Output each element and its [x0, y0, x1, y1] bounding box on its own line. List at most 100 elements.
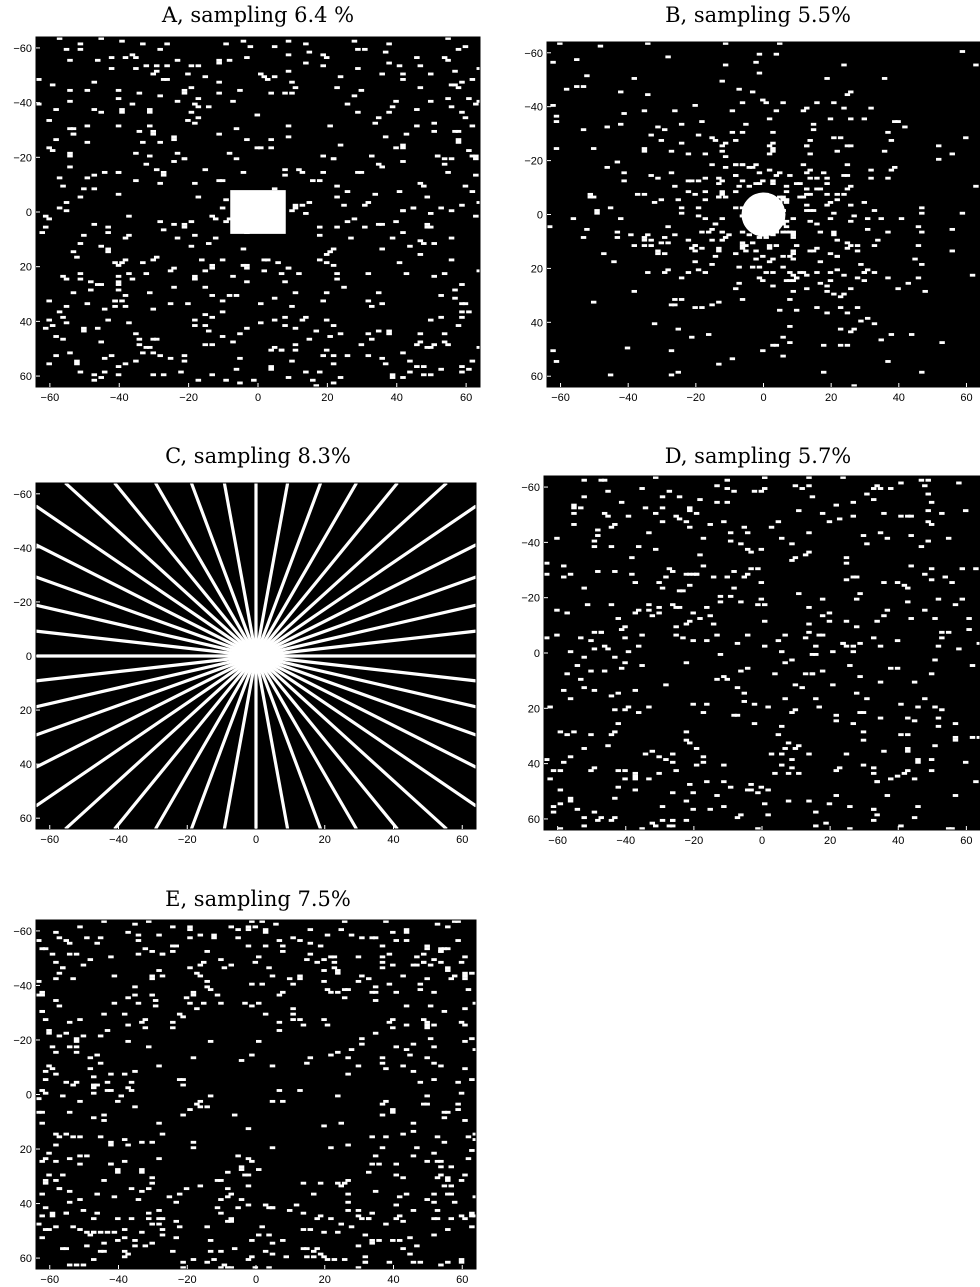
sampled-point	[115, 373, 122, 377]
sampled-point	[608, 733, 615, 737]
sampled-point	[766, 246, 773, 250]
sampled-point	[105, 318, 111, 322]
sampled-point	[604, 125, 610, 129]
sampled-point	[171, 285, 177, 289]
sampled-point	[335, 1094, 341, 1098]
sampled-point	[445, 1260, 451, 1264]
sampled-point	[591, 545, 598, 549]
sampled-point	[320, 154, 326, 158]
sampled-point	[49, 1045, 56, 1049]
sampled-point	[632, 771, 639, 775]
sampled-point	[60, 337, 66, 341]
sampled-point	[81, 329, 87, 333]
sampled-point	[70, 977, 76, 981]
panel-c-title: C, sampling 8.3%	[165, 444, 351, 468]
sampled-point	[417, 332, 424, 336]
sampled-point	[722, 63, 729, 67]
sampled-point	[441, 157, 448, 161]
x-tick-label: −20	[179, 392, 198, 404]
sampled-point	[337, 143, 344, 147]
sampled-point	[389, 105, 396, 109]
sampled-point	[462, 184, 469, 188]
sampled-point	[372, 121, 379, 125]
sampled-point	[673, 625, 679, 629]
sampled-point	[152, 999, 159, 1002]
sampled-point	[462, 977, 468, 981]
sampled-point	[376, 1162, 382, 1166]
sampled-point	[588, 733, 594, 737]
sampled-point	[240, 39, 247, 43]
sampled-point	[676, 589, 683, 593]
sampled-point	[699, 230, 705, 234]
sampled-point	[753, 249, 759, 253]
sampled-point	[780, 195, 786, 199]
sampled-point	[105, 225, 111, 229]
sampled-point	[746, 184, 752, 188]
y-tick-label: 60	[20, 1253, 32, 1265]
sampled-point	[334, 225, 340, 229]
sampled-point	[833, 503, 839, 507]
sampled-point	[864, 542, 870, 546]
sampled-point	[476, 269, 483, 273]
panel-e-title: E, sampling 7.5%	[165, 887, 351, 911]
sampled-point	[434, 1209, 441, 1212]
sampled-point	[827, 252, 834, 256]
sampled-point	[768, 525, 775, 529]
sampled-point	[36, 939, 42, 942]
sampled-point	[171, 160, 177, 163]
sampled-point	[379, 72, 385, 76]
sampled-point	[126, 233, 132, 237]
sampled-point	[462, 1217, 468, 1221]
sampled-point	[758, 489, 765, 493]
sampled-point	[709, 136, 715, 140]
sampled-point	[321, 969, 327, 972]
sampled-point	[202, 343, 209, 347]
sampled-point	[359, 1217, 365, 1221]
sampled-point	[685, 152, 692, 156]
sampled-point	[710, 575, 717, 579]
sampled-point	[153, 337, 160, 341]
sampled-point	[770, 141, 776, 145]
sampled-point	[814, 222, 820, 226]
sampled-point	[400, 1219, 406, 1223]
sampled-point	[73, 1050, 80, 1054]
sampled-point	[635, 545, 642, 549]
sampled-point	[790, 257, 796, 261]
sampled-point	[160, 173, 167, 177]
sampled-point	[91, 1091, 97, 1095]
sampled-point	[775, 639, 782, 643]
sampled-point	[282, 168, 288, 172]
sampled-point	[209, 343, 215, 347]
sampled-point	[375, 162, 382, 166]
sampled-point	[699, 246, 705, 250]
sampled-point	[424, 944, 430, 948]
sampled-point	[871, 636, 877, 640]
sampled-point	[403, 1023, 410, 1027]
sampled-point	[42, 1181, 49, 1185]
sampled-point	[290, 1018, 296, 1022]
sampled-point	[854, 276, 861, 280]
sampled-point	[42, 326, 49, 330]
sampled-point	[369, 1211, 375, 1215]
sampled-point	[231, 1247, 238, 1251]
sampled-point	[659, 520, 666, 524]
sampled-point	[898, 514, 904, 518]
sampled-point	[176, 1078, 183, 1081]
sampled-point	[877, 716, 884, 720]
sampled-point	[366, 977, 372, 981]
sampled-point	[156, 1121, 162, 1125]
sampled-point	[783, 225, 790, 229]
sampled-point	[622, 636, 628, 640]
sampled-point	[271, 318, 278, 322]
sampled-point	[807, 249, 813, 253]
sampled-point	[306, 201, 313, 204]
sampled-point	[427, 318, 434, 322]
sampled-point	[202, 285, 209, 289]
sampled-point	[755, 791, 761, 795]
sampled-point	[651, 322, 658, 326]
sampled-point	[292, 326, 299, 330]
sampled-point	[181, 91, 188, 95]
sampled-point	[462, 45, 469, 49]
sampled-point	[672, 184, 678, 188]
sampled-point	[372, 192, 379, 196]
